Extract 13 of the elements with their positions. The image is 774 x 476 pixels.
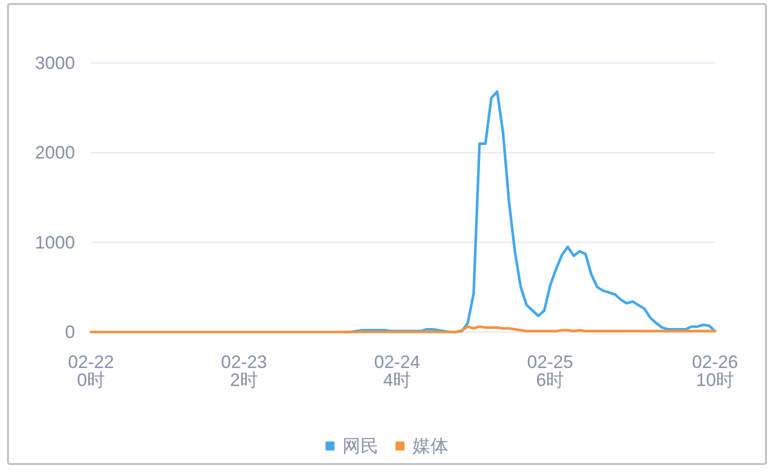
x-tick-label: 02-24 4时 (374, 352, 420, 390)
x-tick-label: 02-26 10时 (692, 352, 738, 390)
y-tick-label: 1000 (34, 232, 75, 252)
legend-item: 媒体 (396, 436, 448, 456)
x-tick-label: 02-22 0时 (68, 352, 114, 390)
legend-label: 媒体 (412, 436, 448, 456)
x-tick-label: 02-25 6时 (527, 352, 574, 390)
legend-label: 网民 (342, 436, 378, 456)
legend-item: 网民 (326, 436, 378, 456)
x-tick-label: 02-23 2时 (221, 352, 268, 390)
y-tick-label: 3000 (34, 53, 75, 73)
y-tick-label: 2000 (34, 142, 75, 163)
y-tick-label: 0 (64, 322, 75, 342)
